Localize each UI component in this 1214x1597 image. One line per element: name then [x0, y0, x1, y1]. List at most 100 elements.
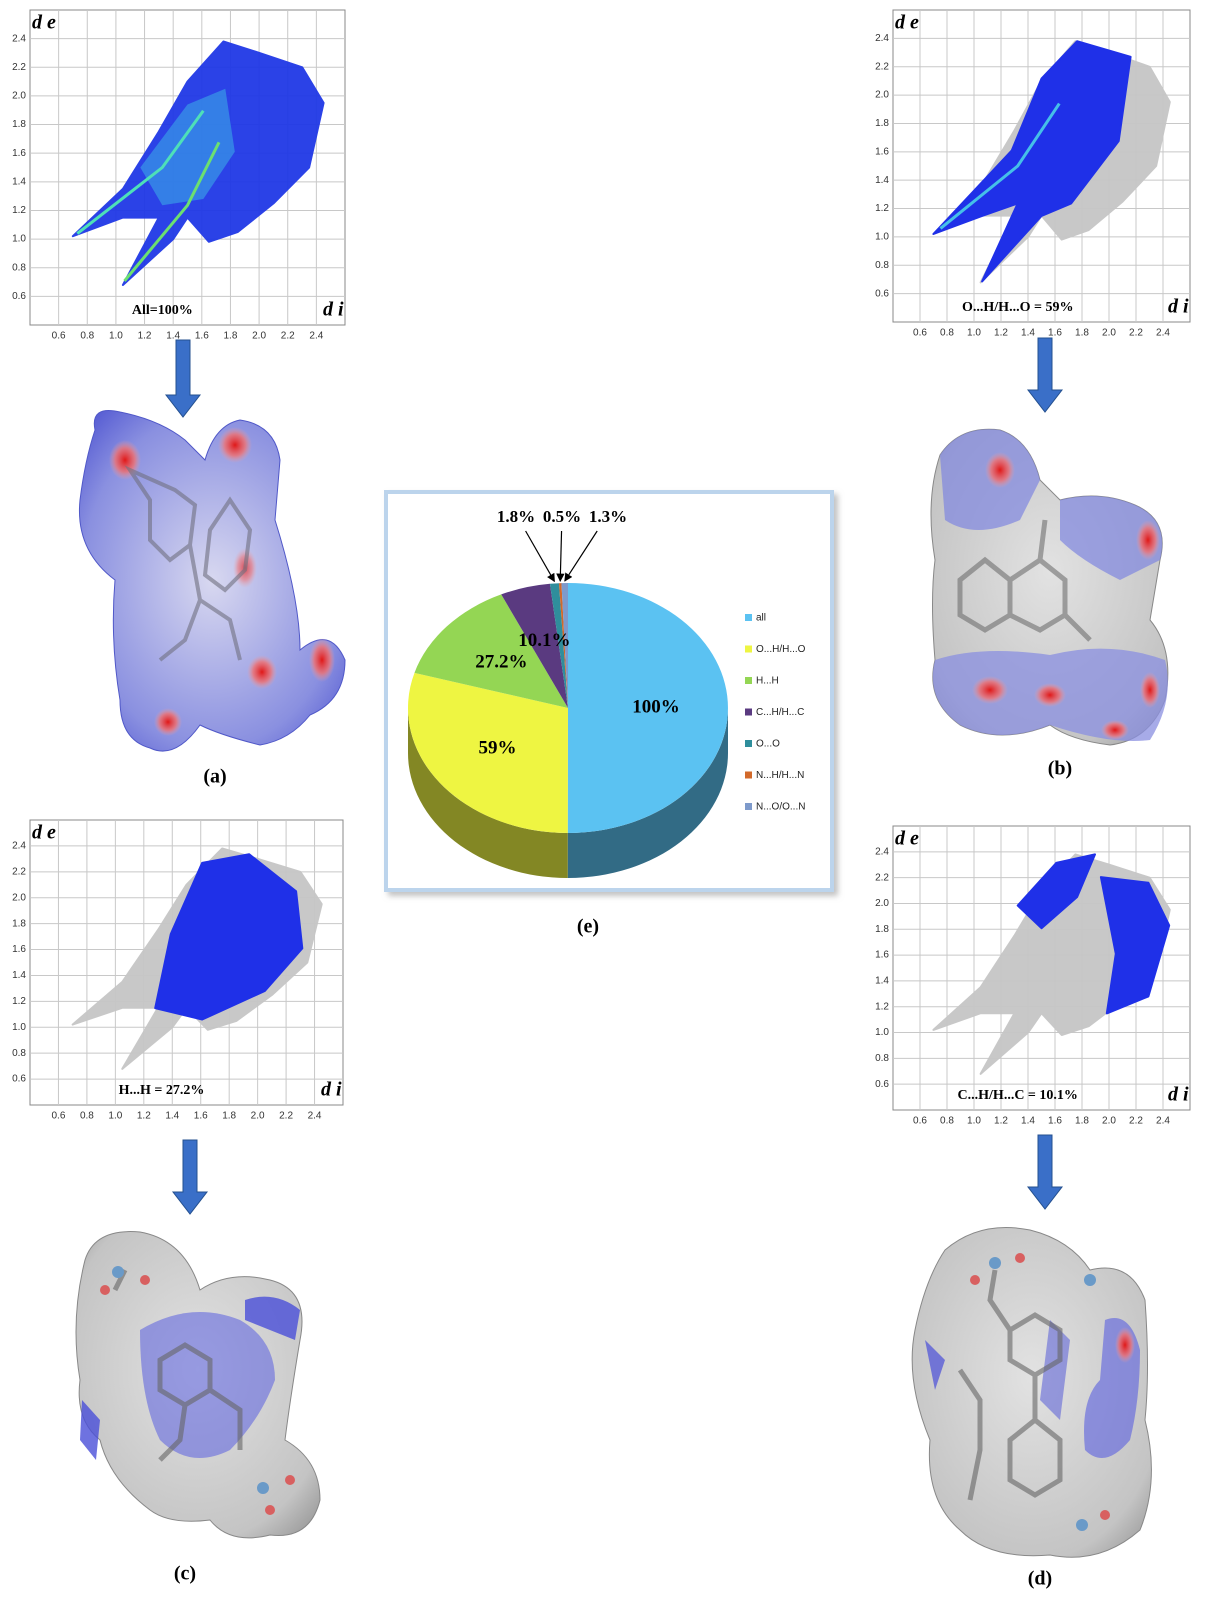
- y-tick-label: 1.0: [12, 1022, 26, 1033]
- y-tick-label: 0.6: [12, 291, 26, 302]
- figure: 0.6 0.8 1.0 1.2 1.4 1.6 1.8 2.0 2.2 2.4 0.6 0.8 1.0 1…: [0, 0, 1214, 1592]
- y-tick-label: 2.4: [12, 841, 26, 852]
- legend-label: N...O/O...N: [756, 802, 805, 813]
- x-tick-label: 2.4: [308, 1111, 322, 1122]
- y-tick-label: 0.6: [12, 1074, 26, 1085]
- x-tick-label: 1.0: [109, 331, 123, 342]
- legend-label: H...H: [756, 676, 779, 687]
- hirshfeld-surface: [912, 1228, 1151, 1558]
- x-tick-label: 1.8: [1075, 328, 1089, 339]
- y-tick-label: 2.0: [875, 90, 889, 101]
- x-tick-label: 1.4: [1021, 1116, 1035, 1127]
- y-tick-label: 0.8: [12, 262, 26, 273]
- x-tick-label: 2.2: [279, 1111, 293, 1122]
- x-tick-label: 0.8: [940, 1116, 954, 1127]
- legend-swatch: [745, 614, 752, 621]
- y-tick-label: 1.0: [875, 1027, 889, 1038]
- x-tick-label: 1.8: [224, 331, 238, 342]
- panel-caption: (b): [1048, 758, 1072, 780]
- x-tick-label: 2.2: [281, 331, 295, 342]
- legend-swatch: [745, 709, 752, 716]
- x-tick-label: 2.2: [1129, 1116, 1143, 1127]
- legend-label: all: [756, 613, 766, 624]
- x-axis-label: d i: [321, 1079, 342, 1101]
- y-tick-label: 2.4: [875, 846, 889, 857]
- x-tick-label: 2.4: [1156, 328, 1170, 339]
- y-tick-label: 0.6: [875, 1079, 889, 1090]
- y-tick-label: 2.0: [875, 898, 889, 909]
- x-tick-label: 1.2: [994, 328, 1008, 339]
- x-tick-label: 0.6: [52, 331, 66, 342]
- x-tick-label: 2.4: [1156, 1116, 1170, 1127]
- legend-swatch: [745, 646, 752, 653]
- y-tick-label: 1.0: [875, 232, 889, 243]
- y-tick-label: 2.2: [875, 872, 889, 883]
- y-axis-label: d e: [32, 822, 56, 844]
- y-tick-label: 2.4: [875, 33, 889, 44]
- x-axis-label: d i: [323, 299, 344, 321]
- value-label: 100%: [632, 696, 680, 717]
- legend-label: O...H/H...O: [756, 644, 806, 655]
- x-tick-label: 1.6: [1048, 1116, 1062, 1127]
- x-tick-label: 1.0: [108, 1111, 122, 1122]
- x-tick-label: 0.6: [52, 1111, 66, 1122]
- y-tick-label: 2.0: [12, 91, 26, 102]
- legend-label: N...H/H...N: [756, 770, 804, 781]
- x-tick-label: 0.6: [913, 328, 927, 339]
- y-tick-label: 1.8: [12, 119, 26, 130]
- x-tick-label: 1.6: [1048, 328, 1062, 339]
- y-axis-label: d e: [32, 12, 56, 34]
- y-tick-label: 2.2: [12, 866, 26, 877]
- y-tick-label: 1.2: [875, 1001, 889, 1012]
- y-tick-label: 2.2: [875, 61, 889, 72]
- x-tick-label: 0.8: [940, 328, 954, 339]
- value-label: 10.1%: [518, 630, 570, 651]
- legend-label: C...H/H...C: [756, 707, 804, 718]
- y-tick-label: 1.4: [12, 970, 26, 981]
- x-tick-label: 2.0: [1102, 1116, 1116, 1127]
- x-tick-label: 1.8: [222, 1111, 236, 1122]
- y-tick-label: 1.4: [875, 976, 889, 987]
- y-tick-label: 0.8: [12, 1048, 26, 1059]
- x-axis-label: d i: [1168, 1084, 1189, 1106]
- value-label: 1.8%: [497, 507, 535, 526]
- y-tick-label: 0.8: [875, 1053, 889, 1064]
- x-tick-label: 2.0: [1102, 328, 1116, 339]
- panel-caption: (e): [577, 916, 599, 938]
- y-tick-label: 1.6: [12, 944, 26, 955]
- y-axis-label: d e: [895, 828, 919, 850]
- y-tick-label: 2.2: [12, 62, 26, 73]
- x-tick-label: 1.4: [166, 331, 180, 342]
- y-tick-label: 2.4: [12, 33, 26, 44]
- legend-swatch: [745, 677, 752, 684]
- y-tick-label: 1.0: [12, 234, 26, 245]
- y-tick-label: 1.2: [12, 205, 26, 216]
- y-tick-label: 1.6: [875, 146, 889, 157]
- x-tick-label: 1.0: [967, 1116, 981, 1127]
- x-tick-label: 0.8: [80, 331, 94, 342]
- value-label: 59%: [479, 738, 517, 759]
- x-tick-label: 1.6: [194, 1111, 208, 1122]
- value-label: 1.3%: [589, 507, 627, 526]
- y-tick-label: 1.2: [12, 996, 26, 1007]
- y-tick-label: 1.4: [12, 176, 26, 187]
- panel-caption: (d): [1028, 1568, 1052, 1590]
- fingerprint-label: O...H/H...O = 59%: [962, 300, 1073, 315]
- x-tick-label: 1.2: [994, 1116, 1008, 1127]
- y-tick-label: 0.8: [875, 260, 889, 271]
- x-axis-label: d i: [1168, 296, 1189, 318]
- y-tick-label: 1.6: [12, 148, 26, 159]
- x-tick-label: 2.4: [309, 331, 323, 342]
- y-tick-label: 1.8: [12, 918, 26, 929]
- fingerprint-label: All=100%: [132, 303, 193, 318]
- y-tick-label: 1.8: [875, 924, 889, 935]
- legend-swatch: [745, 772, 752, 779]
- x-tick-label: 1.2: [138, 331, 152, 342]
- x-tick-label: 0.8: [80, 1111, 94, 1122]
- y-tick-label: 1.8: [875, 118, 889, 129]
- x-tick-label: 2.0: [251, 1111, 265, 1122]
- panel-caption: (a): [203, 766, 226, 788]
- y-tick-label: 1.4: [875, 175, 889, 186]
- x-tick-label: 1.4: [165, 1111, 179, 1122]
- y-tick-label: 1.6: [875, 950, 889, 961]
